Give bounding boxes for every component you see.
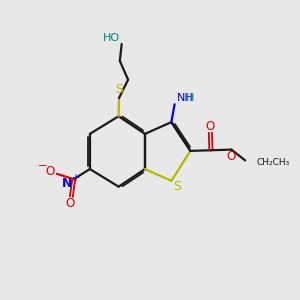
Text: O: O [45, 165, 55, 178]
Text: +: + [71, 173, 79, 183]
Text: S: S [172, 180, 181, 193]
Text: HO: HO [103, 33, 120, 43]
Text: CH₂CH₃: CH₂CH₃ [256, 158, 290, 167]
Text: N: N [61, 177, 72, 190]
Text: S: S [115, 83, 123, 96]
Text: NH: NH [177, 93, 194, 103]
Text: O: O [66, 196, 75, 209]
Text: H: H [186, 93, 194, 103]
Text: O: O [206, 120, 215, 133]
Text: −: − [38, 161, 47, 171]
Text: O: O [227, 150, 236, 163]
